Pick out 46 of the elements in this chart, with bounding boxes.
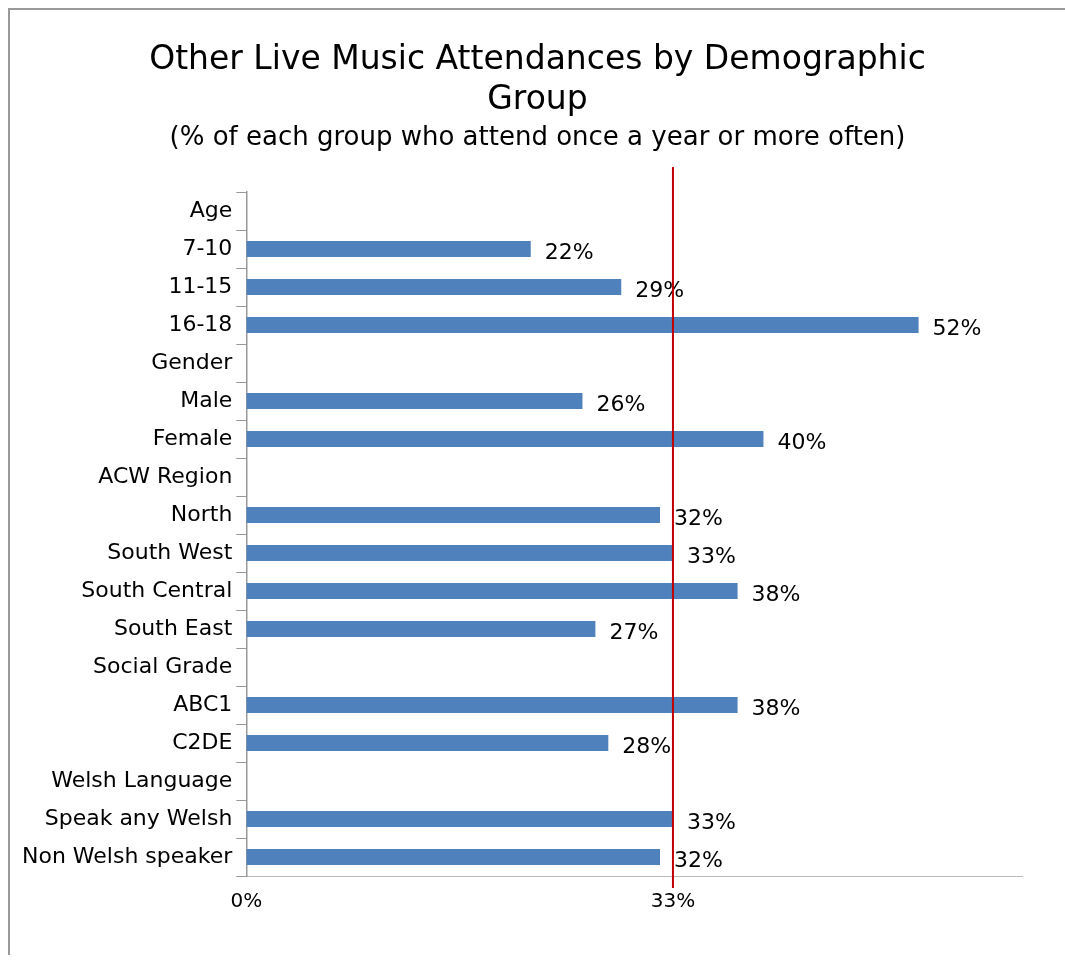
- data-label: 32%: [674, 846, 723, 872]
- y-tick-label: North: [170, 500, 233, 526]
- y-tick-label: C2DE: [172, 728, 233, 754]
- y-tick-label: South West: [107, 538, 233, 564]
- bar: [246, 507, 661, 523]
- y-tick-label: Non Welsh speaker: [22, 842, 234, 868]
- bar: [246, 241, 531, 257]
- data-label: 32%: [674, 504, 723, 530]
- bar: [246, 545, 673, 561]
- y-tick-label: South East: [113, 614, 233, 640]
- x-tick-label: 0%: [230, 888, 263, 913]
- y-tick-label: Age: [189, 196, 233, 222]
- y-tick-label: South Central: [81, 576, 233, 602]
- data-label: 33%: [686, 808, 736, 834]
- data-label: 28%: [622, 732, 672, 758]
- bar: [246, 317, 919, 333]
- bar: [246, 621, 596, 637]
- data-label: 27%: [609, 618, 659, 644]
- data-label: 40%: [777, 428, 827, 454]
- y-tick-label: Male: [180, 386, 233, 412]
- data-label: 22%: [544, 238, 594, 264]
- bar: [246, 849, 661, 865]
- chart-title: Other Live Music Attendances by Demographic Group: [148, 38, 927, 118]
- bar: [246, 811, 673, 827]
- y-tick-label: ABC1: [173, 690, 233, 716]
- y-tick-label: Social Grade: [93, 652, 233, 678]
- bar: [246, 697, 738, 713]
- y-tick-label: 11-15: [168, 272, 233, 298]
- data-label: 38%: [751, 580, 801, 606]
- chart-subtitle: (% of each group who attend once a year or more often): [168, 120, 907, 153]
- y-tick-label: Female: [152, 424, 233, 450]
- data-label: 38%: [751, 694, 801, 720]
- y-tick-label: Welsh Language: [51, 766, 233, 792]
- data-label: 52%: [932, 314, 982, 340]
- bar: [246, 393, 583, 409]
- data-label: 33%: [686, 542, 736, 568]
- y-tick-label: Speak any Welsh: [44, 804, 233, 830]
- y-tick-label: 16-18: [168, 310, 233, 336]
- data-label: 26%: [596, 390, 646, 416]
- bar: [246, 431, 764, 447]
- bar: [246, 735, 609, 751]
- bar: [246, 583, 738, 599]
- y-tick-label: ACW Region: [98, 462, 233, 488]
- bar: [246, 279, 622, 295]
- y-tick-label: Gender: [151, 348, 234, 374]
- y-tick-label: 7-10: [182, 234, 233, 260]
